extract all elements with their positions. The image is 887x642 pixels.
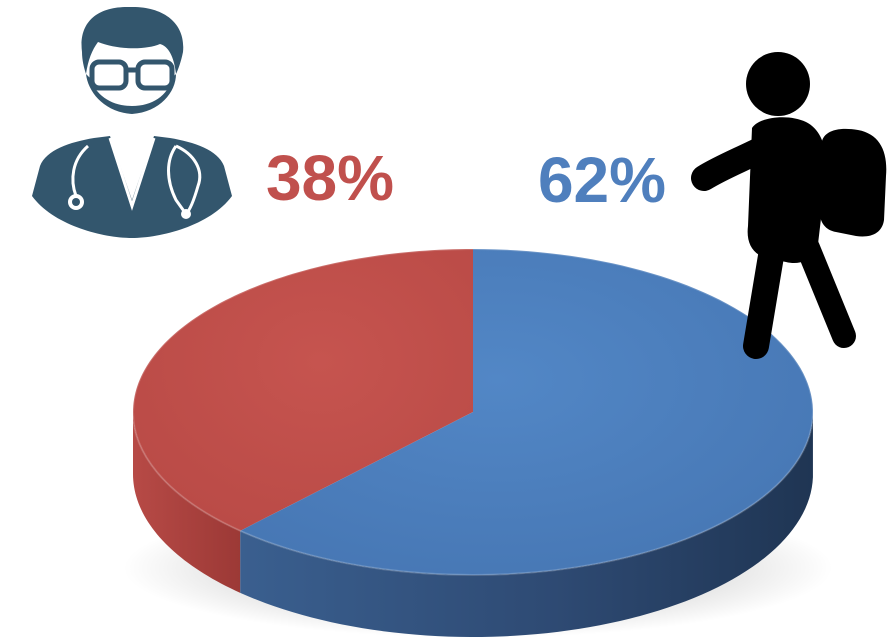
doctor-icon: [32, 6, 232, 238]
pie-sides: [133, 412, 813, 637]
percent-label-doctor: 38%: [266, 142, 394, 214]
backpacker-icon: [691, 52, 887, 359]
percent-label-backpacker: 62%: [538, 144, 666, 216]
pie-rim: [132, 248, 814, 576]
pie-tops: [132, 248, 814, 576]
pie-slice-backpacker: [240, 249, 813, 575]
pie-slice-doctor: [133, 249, 473, 531]
pie-slice-side-doctor: [133, 412, 241, 593]
pie-slice-side-backpacker: [240, 415, 813, 637]
